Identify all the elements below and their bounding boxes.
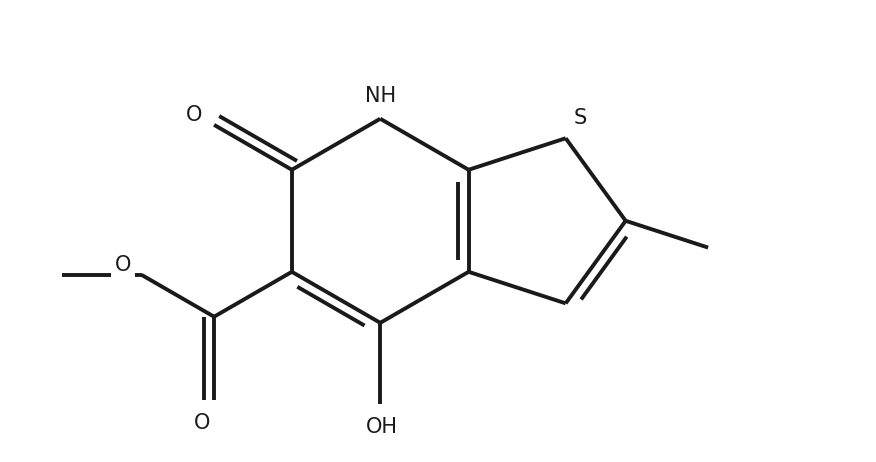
Text: NH: NH: [364, 86, 396, 106]
Text: S: S: [573, 108, 587, 128]
Text: O: O: [186, 105, 201, 125]
Text: O: O: [115, 255, 131, 275]
Text: O: O: [194, 413, 210, 433]
Text: OH: OH: [366, 417, 399, 437]
